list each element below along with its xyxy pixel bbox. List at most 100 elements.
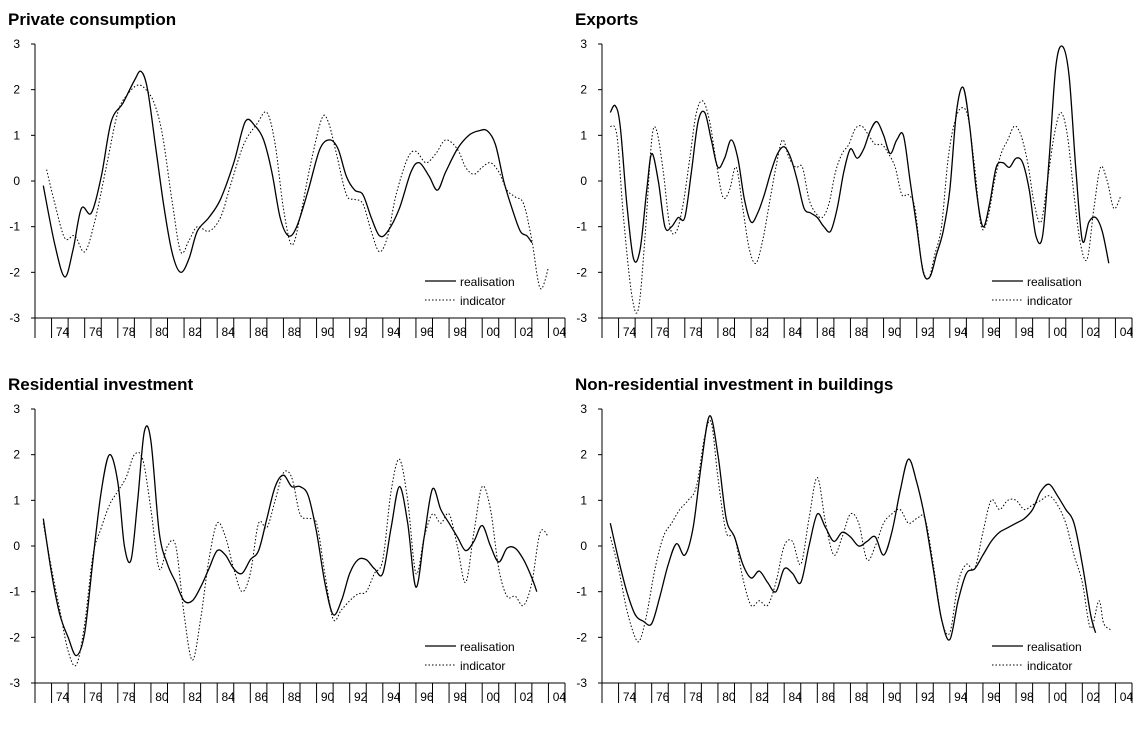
y-tick-label: 0: [580, 174, 587, 188]
x-tick-label: 88: [288, 690, 302, 704]
legend-label: indicator: [1027, 659, 1072, 673]
x-tick-label: 74: [623, 690, 637, 704]
x-tick-label: 92: [354, 325, 368, 339]
x-tick-label: 84: [222, 690, 236, 704]
x-tick-label: 84: [222, 325, 236, 339]
x-tick-label: 74: [56, 690, 70, 704]
chart-title: Private consumption: [8, 10, 177, 29]
x-tick-label: 88: [855, 325, 869, 339]
x-tick-label: 82: [188, 690, 202, 704]
y-tick-label: -1: [9, 220, 20, 234]
x-tick-label: 92: [921, 690, 935, 704]
x-tick-label: 76: [656, 690, 670, 704]
x-tick-label: 74: [623, 325, 637, 339]
y-tick-label: 3: [580, 402, 587, 416]
y-tick-label: 0: [13, 539, 20, 553]
y-tick-label: 0: [13, 174, 20, 188]
y-tick-label: 1: [580, 493, 587, 507]
y-tick-label: -3: [9, 311, 20, 325]
x-tick-label: 90: [321, 325, 335, 339]
chart-residential-investment: 3 2 1 0 -1 -2 -3 74 76 78 80 82 84 86 88 90 92 94 96 98 00 02…: [9, 402, 567, 704]
x-tick-label: 86: [822, 690, 836, 704]
x-tick-label: 86: [255, 690, 269, 704]
x-tick-label: 94: [387, 325, 401, 339]
series-line-indicator: [609, 419, 1113, 643]
x-tick-label: 88: [855, 690, 869, 704]
y-tick-label: 3: [580, 37, 587, 51]
x-tick-label: 92: [354, 690, 368, 704]
x-tick-label: 78: [122, 325, 136, 339]
x-tick-label: 82: [755, 325, 769, 339]
y-tick-label: 3: [13, 37, 20, 51]
x-tick-label: 78: [122, 690, 136, 704]
y-tick-label: 1: [13, 128, 20, 142]
y-tick-label: 0: [580, 539, 587, 553]
series-line-indicator: [46, 84, 549, 290]
legend-label: indicator: [460, 294, 505, 308]
x-tick-label: 04: [553, 690, 567, 704]
y-tick-label: 1: [13, 493, 20, 507]
x-tick-label: 96: [420, 325, 434, 339]
series-line-realisation: [609, 45, 1110, 280]
x-tick-label: 00: [1054, 690, 1068, 704]
legend-label: realisation: [1027, 275, 1082, 289]
x-tick-label: 04: [1120, 325, 1133, 339]
x-tick-label: 76: [89, 690, 103, 704]
chart-title: Non-residential investment in buildings: [575, 375, 894, 394]
x-tick-label: 98: [453, 325, 467, 339]
x-tick-label: 00: [487, 325, 501, 339]
x-tick-label: 86: [255, 325, 269, 339]
x-tick-label: 80: [722, 690, 736, 704]
x-tick-label: 82: [188, 325, 202, 339]
y-tick-label: 2: [13, 448, 20, 462]
chart-exports: 3 2 1 0 -1 -2 -3 74 76 78 80 82 84 86 88 90 92 94 96 98 00 02…: [576, 37, 1133, 339]
x-tick-label: 94: [954, 325, 968, 339]
y-tick-label: -3: [576, 676, 587, 690]
x-tick-label: 80: [155, 325, 169, 339]
y-tick-label: -2: [576, 265, 587, 279]
series-line-indicator: [609, 100, 1121, 314]
series-line-realisation: [42, 425, 538, 657]
legend-label: realisation: [460, 640, 515, 654]
x-tick-label: 00: [1054, 325, 1068, 339]
y-tick-label: 2: [580, 448, 587, 462]
x-tick-label: 80: [155, 690, 169, 704]
chart-panel-3: Residential investment 3 2 1 0 -1 -2 -3 74 76 78 8…: [0, 365, 566, 730]
x-tick-label: 98: [1020, 690, 1034, 704]
x-tick-label: 90: [321, 690, 335, 704]
x-tick-label: 86: [822, 325, 836, 339]
legend-label: realisation: [460, 275, 515, 289]
series-line-indicator: [42, 451, 549, 667]
x-tick-label: 76: [656, 325, 670, 339]
y-tick-label: -1: [9, 585, 20, 599]
x-tick-label: 00: [487, 690, 501, 704]
y-tick-label: 2: [13, 83, 20, 97]
y-tick-label: 2: [580, 83, 587, 97]
x-tick-label: 90: [888, 690, 902, 704]
x-tick-label: 78: [689, 325, 703, 339]
y-tick-label: 1: [580, 128, 587, 142]
chart-private-consumption: 3 2 1 0 -1 -2 -3 74 76 78 80 82 84 86 88 90 92 94 96 98 00 02…: [9, 37, 566, 339]
x-tick-label: 90: [888, 325, 902, 339]
chart-title: Residential investment: [8, 375, 194, 394]
x-tick-label: 98: [1020, 325, 1034, 339]
x-tick-label: 92: [921, 325, 935, 339]
x-tick-label: 96: [420, 690, 434, 704]
x-tick-label: 80: [722, 325, 736, 339]
y-tick-label: 3: [13, 402, 20, 416]
x-tick-label: 88: [288, 325, 302, 339]
legend-label: indicator: [460, 659, 505, 673]
x-tick-label: 02: [1087, 325, 1101, 339]
y-tick-label: -2: [9, 630, 20, 644]
chart-panel-4: Non-residential investment in buildings …: [567, 365, 1133, 730]
x-tick-label: 94: [954, 690, 968, 704]
chart-panel-2: Exports 3 2 1 0 -1 -2 -3 74 76 78 80 82 84 86 88 90 92 94…: [567, 0, 1133, 365]
x-tick-label: 74: [56, 325, 70, 339]
x-tick-label: 78: [689, 690, 703, 704]
y-tick-label: -1: [576, 220, 587, 234]
series-line-realisation: [42, 70, 533, 278]
x-tick-label: 04: [1120, 690, 1133, 704]
x-tick-label: 96: [987, 325, 1001, 339]
series-line-realisation: [609, 415, 1097, 641]
x-tick-label: 94: [387, 690, 401, 704]
